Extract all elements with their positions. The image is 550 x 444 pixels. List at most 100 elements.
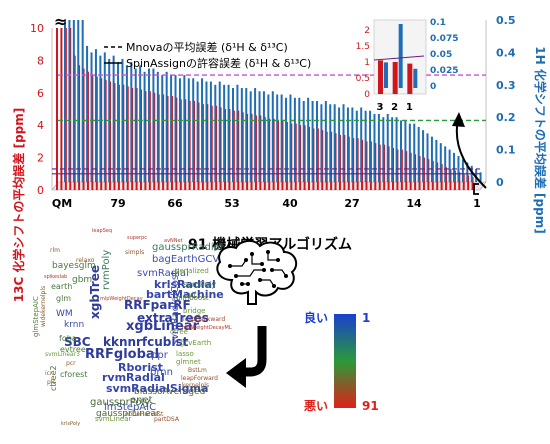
inset-y-right-tick: 0.05 <box>430 50 452 60</box>
wordcloud-word: earth <box>51 282 72 291</box>
h1-bar <box>196 81 199 182</box>
wordcloud-word: kernelpls <box>182 382 209 389</box>
h1-bar <box>178 78 181 182</box>
brain-icon <box>216 240 298 305</box>
wordcloud-word: kknn <box>103 335 136 349</box>
inset-h1-bar <box>384 62 388 88</box>
wordcloud-word: glmboost <box>176 294 209 302</box>
h1-bar <box>400 120 402 182</box>
color-scale-bottom-value: 91 <box>362 399 379 413</box>
y-left-tick-label: 0 <box>37 184 44 197</box>
h1-bar <box>448 149 451 182</box>
y-axis-left-label: 13C 化学シフトの平均誤差 [ppm] <box>11 108 26 303</box>
wordcloud-word: WM <box>56 309 73 319</box>
h1-bar <box>382 117 385 182</box>
c13-bar <box>60 28 63 190</box>
h1-bar <box>307 97 310 182</box>
h1-bar <box>148 68 150 182</box>
legend-item-spinassign: SpinAssignの許容誤差 (δ¹H & δ¹³C) <box>126 56 311 70</box>
h1-bar <box>333 104 336 182</box>
inset-x-tick: 2 <box>391 102 398 113</box>
hook-arrow-icon <box>226 326 267 388</box>
h1-bar <box>453 152 456 182</box>
h1-bar <box>479 172 482 182</box>
h1-bar <box>267 94 270 182</box>
h1-bar <box>86 45 89 182</box>
h1-bar <box>324 101 327 182</box>
h1-bar <box>422 130 425 182</box>
h1-bar <box>444 146 447 182</box>
h1-bar <box>302 101 305 182</box>
h1-bar <box>329 104 332 182</box>
x-tick-label: 79 <box>110 197 125 210</box>
wordcloud-word: svmLinear3 <box>45 351 80 358</box>
h1-bar <box>360 107 363 182</box>
wordcloud-word: rvmPoly <box>101 250 112 290</box>
h1-bar <box>187 78 190 182</box>
wordcloud-word: RRFglobal <box>85 347 159 362</box>
h1-bar <box>249 91 252 182</box>
h1-bar <box>466 162 469 182</box>
color-scale: 良い 悪い 1 91 <box>304 310 379 413</box>
wordcloud-word: pcr <box>66 360 76 367</box>
inset-c13-bar <box>378 60 383 94</box>
wordcloud-word: mlpWeightDecayML <box>182 325 232 331</box>
inset-y-right-tick: 0.025 <box>430 66 458 76</box>
inset-x-tick: 1 <box>406 102 413 113</box>
h1-bar <box>351 107 354 182</box>
wordcloud-word: lasso <box>176 350 194 358</box>
inset-ref-line <box>373 55 425 61</box>
x-tick-label: 27 <box>344 197 359 210</box>
h1-bar <box>461 159 464 182</box>
wordcloud-word: svmRadial <box>137 268 189 279</box>
wordcloud-word: svmRadialCost <box>170 271 181 345</box>
x-tick-label: 14 <box>406 197 422 210</box>
inset-y-left-tick: 0.5 <box>356 74 370 84</box>
wordcloud-word: widekernelpls <box>40 286 47 327</box>
h1-bar <box>258 91 261 182</box>
h1-bar <box>457 156 460 182</box>
h1-bar <box>245 88 248 182</box>
h1-bar <box>346 107 349 182</box>
h1-bar <box>152 68 155 182</box>
h1-bar <box>408 123 411 182</box>
h1-bar <box>81 20 84 182</box>
h1-bar <box>174 75 177 182</box>
wordcloud-word: foba <box>59 334 77 343</box>
y-right-tick-label: 0 <box>496 176 504 189</box>
h1-bar <box>298 97 301 182</box>
curved-arrow-head <box>452 112 465 127</box>
wordcloud-word: penalized <box>175 267 209 275</box>
y-left-tick-label: 10 <box>30 22 44 35</box>
h1-bar <box>386 113 389 182</box>
inset-c13-bar <box>407 63 413 94</box>
h1-bar <box>236 84 239 182</box>
h1-bar <box>94 49 97 182</box>
h1-bar <box>201 78 204 182</box>
h1-bar <box>377 113 380 182</box>
h1-bar <box>293 97 296 182</box>
h1-bar <box>320 104 323 182</box>
wordcloud-word: nodeHarvest <box>125 411 164 418</box>
wordcloud-word: brnn <box>150 367 173 378</box>
wordcloud-word: gbm <box>72 275 92 285</box>
wordcloud-word: glm <box>56 294 71 303</box>
wordcloud-word: rlm <box>50 247 60 254</box>
c13-bar <box>56 28 58 190</box>
wordcloud-word: svmRadialSigma <box>106 382 208 395</box>
h1-bar <box>439 143 442 182</box>
wordcloud-word: xgbLinear <box>126 319 200 334</box>
wordcloud-word: RRFparRF <box>124 298 191 312</box>
y-left-tick-label: 6 <box>37 87 44 100</box>
h1-bar <box>355 110 358 182</box>
inset-y-right-tick: 0.075 <box>430 34 458 44</box>
color-scale-top-label: 良い <box>304 310 328 325</box>
wordcloud-word: Rborist <box>118 361 163 374</box>
inset-y-left-tick: 2 <box>364 26 370 36</box>
wordcloud-word: SBC <box>64 335 91 349</box>
curved-arrow <box>455 119 487 189</box>
h1-bar <box>125 65 128 182</box>
